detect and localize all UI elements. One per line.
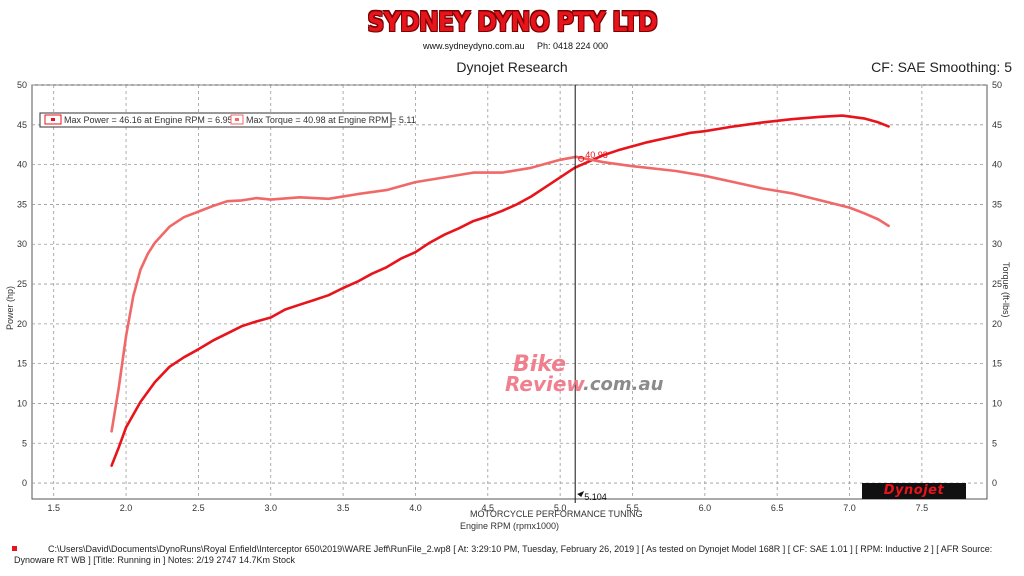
y-tick-label: 45 [17, 120, 27, 130]
y-tick-label: 10 [17, 398, 27, 408]
x-tick-label: 2.0 [120, 503, 133, 513]
legend: Max Power = 46.16 at Engine RPM = 6.95 M… [39, 112, 416, 128]
cursor-arrow-icon [577, 491, 585, 497]
y-tick-label: 0 [22, 478, 27, 488]
x-axis-label: Engine RPM (rpmx1000) [460, 521, 559, 531]
x-tick-label: 3.5 [337, 503, 350, 513]
y2-tick-label: 50 [992, 80, 1002, 90]
watermark-review: Review [505, 372, 585, 396]
x-axis-ticks: 1.5 2.0 2.5 3.0 3.5 4.0 4.5 5.0 5.5 6.0 6.5 7.0 7.5 [47, 503, 928, 513]
run-notes: Dynoware RT WB ] [Title: Running in ] No… [14, 555, 295, 565]
y2-tick-label: 0 [992, 478, 997, 488]
y2-tick-label: 45 [992, 120, 1002, 130]
y2-axis-label: Torque (ft-lbs) [1001, 262, 1011, 318]
y2-tick-label: 5 [992, 438, 997, 448]
y2-tick-label: 10 [992, 398, 1002, 408]
section-label: MOTORCYCLE PERFORMANCE TUNING [470, 509, 643, 519]
y-tick-label: 35 [17, 199, 27, 209]
y2-tick-label: 35 [992, 199, 1002, 209]
legend-swatch-power-dot [51, 118, 55, 121]
correction-smoothing-label: CF: SAE Smoothing: 5 [871, 59, 1012, 75]
cursor-readout: 40.98 [585, 150, 608, 160]
y-tick-label: 15 [17, 359, 27, 369]
power-curve [110, 114, 890, 467]
x-tick-label: 1.5 [47, 503, 60, 513]
y-axis-ticks: 0 5 10 15 20 25 30 35 40 45 50 [17, 80, 27, 488]
x-tick-label: 6.0 [699, 503, 712, 513]
cursor-marker: 5.104 40.98 [577, 150, 608, 502]
y2-tick-label: 25 [992, 279, 1002, 289]
x-tick-label: 2.5 [192, 503, 205, 513]
x-tick-label: 4.0 [409, 503, 422, 513]
x-tick-label: 4.5 [482, 503, 495, 513]
legend-box [39, 112, 392, 128]
bike-review-watermark: Bike Review .com.au [505, 352, 675, 402]
legend-torque-label: Max Torque = 40.98 at Engine RPM = 5.11 [246, 115, 416, 125]
footer-bullet-icon [12, 546, 17, 551]
x-tick-label: 5.5 [626, 503, 639, 513]
phone-text: Ph: 0418 224 000 [537, 41, 609, 51]
legend-power-label: Max Power = 46.16 at Engine RPM = 6.95 [64, 115, 233, 125]
x-tick-label: 5.0 [554, 503, 567, 513]
x-tick-label: 7.5 [916, 503, 929, 513]
y-tick-label: 50 [17, 80, 27, 90]
chart-source-title: Dynojet Research [456, 59, 568, 75]
y2-tick-label: 30 [992, 239, 1002, 249]
plot-area [31, 84, 988, 500]
cursor-x-label: 5.104 [584, 492, 607, 502]
run-file-info: C:\Users\David\Documents\DynoRuns\Royal … [48, 544, 993, 554]
torque-curve [110, 155, 890, 433]
y2-tick-label: 15 [992, 359, 1002, 369]
y2-tick-label: 40 [992, 160, 1002, 170]
y2-axis-ticks: 0 5 10 15 20 25 30 35 40 45 50 [992, 80, 1002, 488]
y-tick-label: 20 [17, 319, 27, 329]
legend-swatch-torque-dot [235, 118, 239, 121]
dynojet-logo: Dynojet [862, 483, 966, 499]
watermark-bike: Bike [513, 352, 567, 377]
series-layer [110, 114, 890, 467]
grid-lines [32, 84, 987, 499]
brand-logo-text: SYDNEY DYNO PTY LTD [367, 6, 658, 38]
x-tick-label: 6.5 [771, 503, 784, 513]
watermark-domain: .com.au [583, 374, 664, 395]
website-text: www.sydneydyno.com.au [423, 41, 525, 51]
y2-tick-label: 20 [992, 319, 1002, 329]
y-tick-label: 5 [22, 438, 27, 448]
x-tick-label: 3.0 [264, 503, 277, 513]
cursor-point [578, 155, 585, 162]
y-tick-label: 40 [17, 160, 27, 170]
y-tick-label: 25 [17, 279, 27, 289]
x-tick-label: 7.0 [843, 503, 856, 513]
y-tick-label: 30 [17, 239, 27, 249]
y-axis-label: Power (hp) [5, 286, 15, 330]
